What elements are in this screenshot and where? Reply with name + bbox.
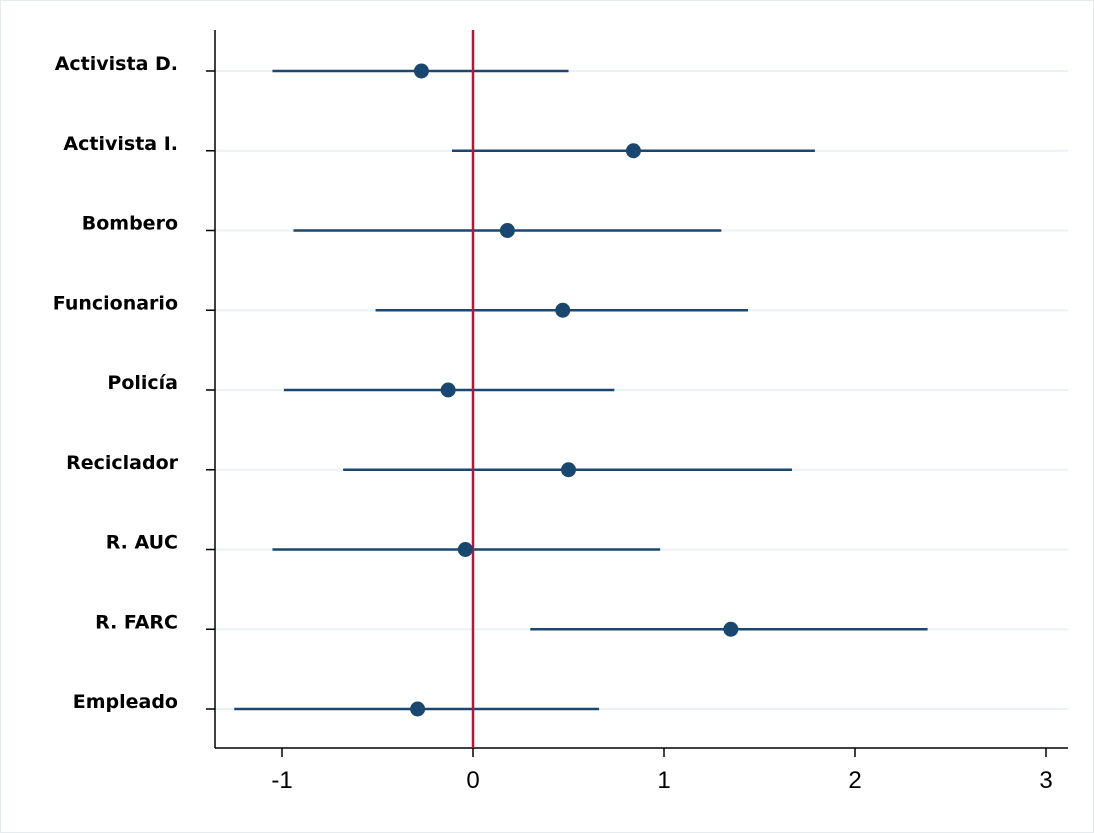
estimate-point — [625, 143, 641, 159]
x-tick-label: 1 — [657, 767, 670, 794]
x-tick-label: 3 — [1039, 767, 1052, 794]
category-label: Empleado — [73, 691, 178, 713]
x-tick-label: 2 — [848, 767, 861, 794]
category-label: R. FARC — [95, 611, 178, 633]
category-label: R. AUC — [106, 532, 178, 554]
category-label: Reciclador — [66, 452, 179, 474]
estimate-point — [440, 382, 456, 398]
estimate-point — [723, 621, 739, 637]
category-label: Activista I. — [63, 133, 178, 155]
estimate-point — [410, 701, 426, 717]
estimate-point — [457, 542, 473, 557]
estimate-point — [499, 223, 515, 238]
category-label: Bombero — [82, 213, 178, 235]
category-label: Policía — [107, 372, 178, 394]
x-tick-label: 0 — [466, 767, 479, 794]
estimate-point — [413, 63, 429, 79]
estimate-point — [561, 462, 576, 478]
category-label: Activista D. — [55, 53, 178, 75]
category-label: Funcionario — [53, 292, 178, 314]
x-tick-label: -1 — [271, 767, 292, 794]
estimate-point — [555, 302, 571, 318]
